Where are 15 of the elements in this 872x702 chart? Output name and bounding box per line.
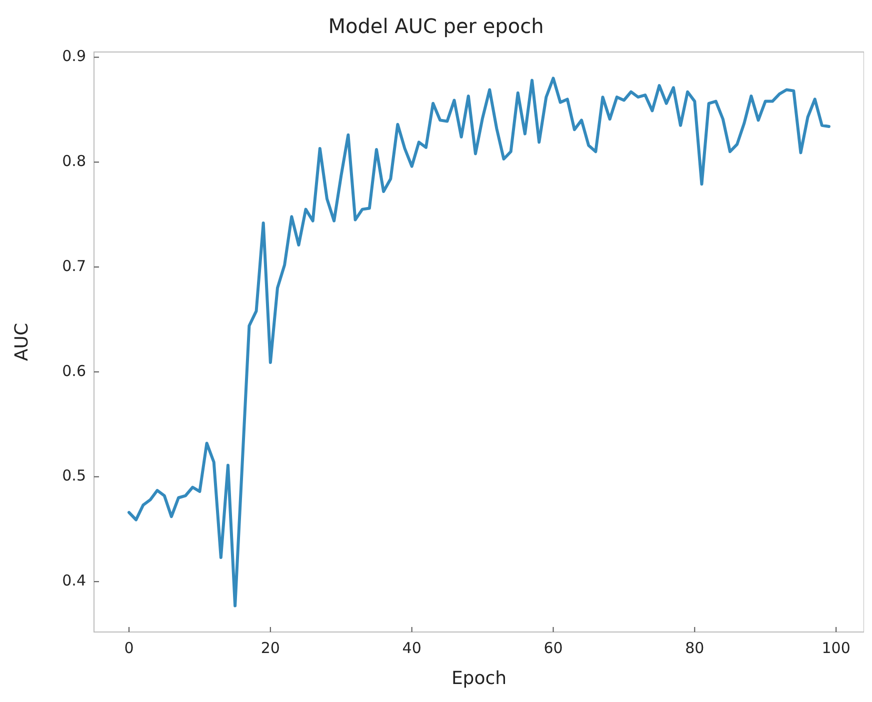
x-tick-label: 0 bbox=[124, 638, 134, 657]
y-tick-label: 0.9 bbox=[62, 47, 86, 66]
x-tick-label: 60 bbox=[544, 638, 563, 657]
chart-title: Model AUC per epoch bbox=[328, 14, 544, 38]
y-tick-label: 0.4 bbox=[62, 572, 86, 590]
y-tick-label: 0.5 bbox=[62, 466, 86, 485]
y-axis-title: AUC bbox=[11, 322, 32, 362]
y-tick-label: 0.8 bbox=[62, 152, 86, 170]
y-tick-label: 0.6 bbox=[62, 362, 86, 380]
x-tick-label: 100 bbox=[822, 638, 850, 657]
x-axis-title: Epoch bbox=[451, 668, 507, 689]
x-tick-label: 80 bbox=[685, 638, 704, 657]
x-tick-label: 40 bbox=[402, 638, 422, 657]
x-tick-label: 20 bbox=[260, 638, 280, 657]
y-tick-label: 0.7 bbox=[62, 256, 86, 275]
